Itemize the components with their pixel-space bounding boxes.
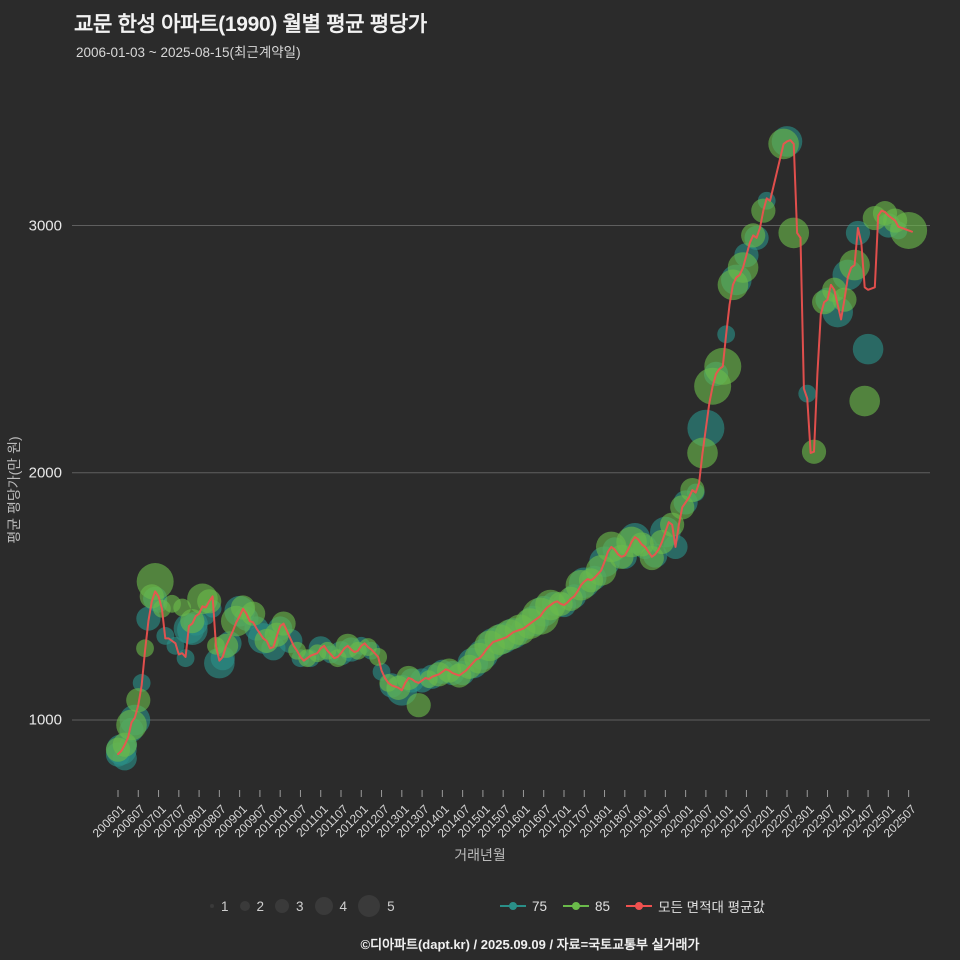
scatter-point — [406, 693, 431, 718]
legend-series-label: 85 — [595, 898, 611, 914]
y-tick-label: 2000 — [28, 464, 62, 482]
legend-size-label: 4 — [339, 898, 348, 914]
chart-subtitle: 2006-01-03 ~ 2025-08-15(최근계약일) — [76, 45, 301, 60]
x-tick-marks — [117, 790, 910, 797]
legend-size-item: 1 — [210, 899, 233, 914]
legend-series-marker-icon — [500, 900, 526, 912]
footer-credit: ©디아파트(dapt.kr) / 2025.09.09 / 자료=국토교통부 실… — [0, 934, 960, 953]
legend-series-label: 모든 면적대 평균값 — [658, 900, 765, 915]
average-line — [117, 139, 913, 756]
scatter-point — [798, 384, 817, 403]
y-tick-label: 1000 — [28, 711, 62, 729]
legend-size-dot-icon — [210, 904, 214, 908]
legend-size-label: 3 — [296, 898, 304, 914]
y-tick-label: 3000 — [28, 217, 62, 234]
legend-size-label: 2 — [256, 898, 265, 914]
footer-text: ©디아파트(dapt.kr) / 2025.09.09 / 자료=국토교통부 실… — [360, 937, 700, 952]
legend-size-dot-icon — [358, 895, 381, 917]
y-axis-title: 평균 평당가(만 원) — [6, 436, 22, 544]
chart-legend: 1 2 3 4 5 75 85 모든 면적대 평균값 — [0, 893, 960, 919]
legend-size-scale: 1 2 3 4 5 — [210, 893, 406, 919]
legend-series-label: 75 — [532, 898, 548, 914]
legend-series-item[interactable]: 85 — [563, 899, 610, 914]
legend-size-item: 3 — [275, 899, 308, 914]
legend-size-dot-icon — [275, 899, 290, 913]
scatter-point — [778, 217, 810, 249]
page-title: 교문 한성 아파트(1990) 월별 평균 평당가 — [74, 13, 427, 36]
legend-size-dot-icon — [239, 901, 250, 911]
legend-size-item: 4 — [314, 897, 352, 915]
legend-series-item[interactable]: 모든 면적대 평균값 — [626, 896, 765, 916]
average-line-series — [117, 139, 913, 756]
scatter-point — [136, 563, 174, 601]
legend-size-dot-icon — [314, 897, 333, 915]
legend-size-label: 1 — [221, 898, 229, 914]
legend-series-marker-icon — [563, 900, 590, 912]
x-axis-title: 거래년월 — [454, 847, 506, 863]
legend-series-list: 75 85 모든 면적대 평균값 — [500, 893, 781, 919]
scatter-point — [849, 385, 880, 417]
scatter-point — [241, 601, 266, 626]
legend-size-item: 2 — [239, 898, 269, 914]
legend-series-marker-icon — [626, 900, 653, 912]
legend-size-label: 5 — [387, 898, 395, 914]
scatter-point — [852, 333, 884, 365]
legend-size-item: 5 — [358, 895, 399, 917]
legend-series-item[interactable]: 75 — [500, 899, 547, 914]
